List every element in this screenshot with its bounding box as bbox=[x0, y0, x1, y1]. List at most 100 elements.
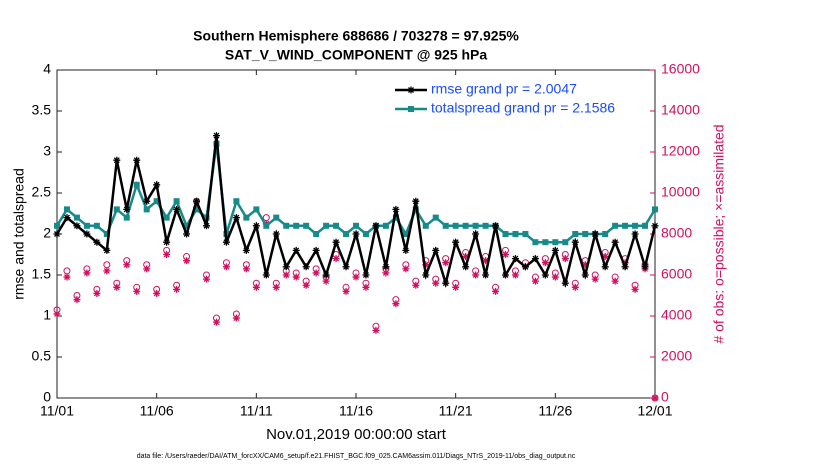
marker bbox=[242, 246, 250, 254]
marker bbox=[542, 239, 549, 246]
marker bbox=[601, 248, 609, 256]
marker bbox=[292, 269, 300, 277]
marker bbox=[143, 265, 151, 273]
marker bbox=[133, 283, 141, 291]
marker bbox=[502, 246, 509, 254]
marker bbox=[103, 261, 111, 269]
marker bbox=[482, 222, 489, 229]
marker bbox=[302, 281, 310, 289]
marker bbox=[362, 231, 369, 237]
marker bbox=[511, 271, 519, 279]
marker bbox=[232, 214, 240, 222]
marker bbox=[143, 261, 151, 269]
y2-tick-label: 2000 bbox=[661, 348, 692, 364]
marker bbox=[561, 251, 569, 258]
x-axis-label: Nov.01,2019 00:00:00 start bbox=[266, 426, 447, 443]
marker bbox=[601, 263, 609, 271]
marker bbox=[442, 255, 450, 263]
marker bbox=[551, 273, 559, 281]
marker bbox=[153, 289, 161, 297]
marker bbox=[272, 279, 280, 287]
marker bbox=[541, 271, 549, 279]
y2-tick-label: 0 bbox=[661, 389, 669, 405]
chart-subtitle: SAT_V_WIND_COMPONENT @ 925 hPa bbox=[225, 47, 488, 63]
marker bbox=[252, 222, 260, 230]
legend-marker bbox=[407, 86, 415, 94]
marker bbox=[183, 253, 191, 261]
marker bbox=[581, 271, 589, 279]
marker bbox=[472, 230, 480, 238]
marker bbox=[342, 287, 350, 295]
marker bbox=[432, 275, 440, 283]
marker bbox=[392, 300, 400, 308]
marker bbox=[63, 214, 71, 222]
marker bbox=[282, 263, 290, 271]
marker bbox=[203, 222, 210, 230]
marker bbox=[472, 222, 479, 229]
marker bbox=[113, 156, 121, 164]
marker bbox=[652, 206, 658, 213]
marker bbox=[313, 231, 320, 237]
marker bbox=[532, 239, 539, 246]
marker bbox=[631, 285, 639, 293]
marker bbox=[531, 273, 539, 281]
x-tick-label: 11/11 bbox=[240, 403, 273, 419]
marker bbox=[352, 273, 360, 281]
marker bbox=[242, 265, 250, 273]
marker bbox=[601, 253, 609, 261]
marker bbox=[173, 198, 180, 205]
marker bbox=[512, 231, 519, 237]
marker bbox=[472, 267, 480, 275]
marker bbox=[203, 271, 210, 279]
marker bbox=[582, 231, 589, 237]
marker bbox=[143, 206, 150, 213]
marker bbox=[602, 231, 609, 237]
marker bbox=[113, 279, 121, 287]
marker bbox=[541, 255, 549, 263]
marker bbox=[462, 263, 470, 271]
marker bbox=[103, 246, 111, 254]
marker bbox=[183, 222, 190, 229]
marker bbox=[482, 257, 490, 265]
marker bbox=[591, 271, 599, 279]
marker bbox=[622, 222, 629, 229]
marker bbox=[492, 287, 500, 295]
marker bbox=[233, 198, 240, 205]
marker bbox=[53, 310, 61, 318]
legend-label: rmse grand pr = 2.0047 bbox=[431, 81, 577, 97]
marker bbox=[552, 239, 559, 246]
x-tick-label: 11/01 bbox=[40, 403, 74, 419]
marker bbox=[571, 283, 579, 291]
x-tick-label: 11/21 bbox=[439, 403, 473, 419]
y2-tick-label: 12000 bbox=[661, 143, 700, 159]
marker bbox=[183, 257, 191, 265]
marker bbox=[73, 296, 81, 304]
marker bbox=[302, 263, 310, 271]
chart-title: Southern Hemisphere 688686 / 703278 = 97… bbox=[193, 28, 519, 44]
marker bbox=[612, 222, 619, 229]
marker bbox=[103, 231, 110, 237]
marker bbox=[412, 277, 420, 285]
marker bbox=[482, 271, 490, 279]
marker bbox=[392, 296, 400, 304]
marker bbox=[422, 261, 430, 269]
marker bbox=[353, 222, 359, 229]
marker bbox=[63, 273, 71, 281]
marker bbox=[312, 269, 320, 277]
marker bbox=[372, 322, 380, 330]
marker bbox=[153, 285, 161, 293]
marker bbox=[492, 222, 500, 230]
marker bbox=[611, 238, 619, 246]
marker bbox=[641, 263, 649, 271]
marker bbox=[83, 230, 91, 238]
marker bbox=[611, 273, 619, 281]
marker bbox=[133, 156, 141, 164]
marker bbox=[452, 238, 460, 246]
marker bbox=[123, 257, 131, 265]
marker bbox=[452, 222, 459, 229]
marker bbox=[73, 292, 81, 299]
marker bbox=[502, 251, 509, 258]
marker bbox=[153, 198, 160, 205]
marker bbox=[521, 263, 529, 271]
marker bbox=[611, 277, 619, 285]
